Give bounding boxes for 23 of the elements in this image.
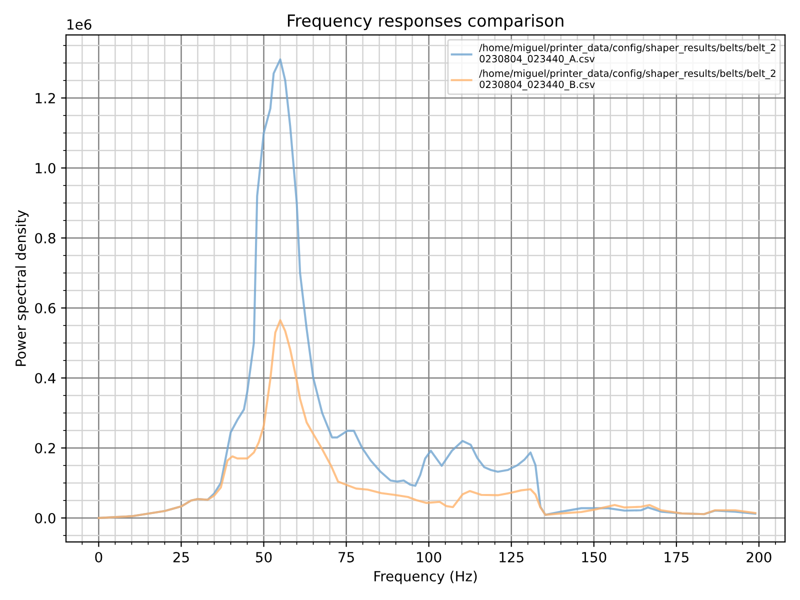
legend-label: /home/miguel/printer_data/config/shaper_results/belts/belt_2 0230804_023440_B.csv: [479, 69, 776, 90]
x-tick-label: 125: [500, 552, 524, 562]
x-tick-label: 150: [582, 552, 606, 562]
chart-title: Frequency responses comparison: [288, 14, 564, 30]
line-series: [98, 319, 756, 520]
x-tick-label: 25: [173, 552, 189, 562]
y-tick-label: 1.2: [36, 92, 55, 104]
y-tick-label: 0.2: [35, 442, 55, 454]
x-tick-label: 0: [95, 552, 102, 562]
legend-label: /home/miguel/printer_data/config/shaper_results/belts/belt_2 0230804_023440_A.csv: [479, 44, 776, 65]
x-tick-label: 100: [417, 552, 442, 562]
x-tick-label: 75: [338, 552, 354, 562]
x-tick-label: 175: [664, 552, 688, 562]
x-tick-label: 200: [746, 552, 772, 562]
x-tick-label: 50: [256, 552, 272, 562]
y-axis-title: Power spectral density: [15, 210, 29, 366]
text: 1e6: [68, 19, 92, 30]
y-tick-label: 0.0: [35, 512, 56, 524]
x-axis-title: Frequency (Hz): [374, 570, 477, 584]
y-tick-label: 0.8: [35, 232, 56, 244]
y-tick-label: 0.6: [35, 302, 56, 314]
y-tick-label: 1.0: [36, 162, 56, 174]
y-tick-label: 0.4: [35, 372, 56, 384]
